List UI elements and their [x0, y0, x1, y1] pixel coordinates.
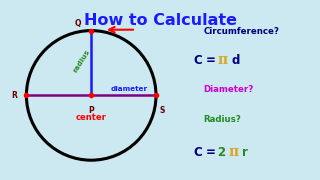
Text: R: R	[11, 91, 17, 100]
Text: radius: radius	[72, 49, 91, 74]
Text: C: C	[194, 146, 202, 159]
Text: Circumference?: Circumference?	[203, 27, 279, 36]
Text: π: π	[228, 145, 238, 159]
Text: 2: 2	[217, 146, 225, 159]
Text: P: P	[88, 106, 94, 115]
Text: =: =	[206, 146, 216, 159]
Text: C: C	[194, 54, 202, 67]
Text: Q: Q	[75, 19, 82, 28]
Text: r: r	[242, 146, 248, 159]
Text: d: d	[231, 54, 240, 67]
Text: How to Calculate: How to Calculate	[84, 13, 236, 28]
Text: =: =	[206, 54, 216, 67]
Text: S: S	[159, 106, 164, 115]
Text: Diameter?: Diameter?	[203, 86, 253, 94]
Text: center: center	[76, 113, 107, 122]
Text: diameter: diameter	[110, 86, 148, 92]
Text: π: π	[218, 53, 228, 67]
Text: Radius?: Radius?	[203, 115, 241, 124]
